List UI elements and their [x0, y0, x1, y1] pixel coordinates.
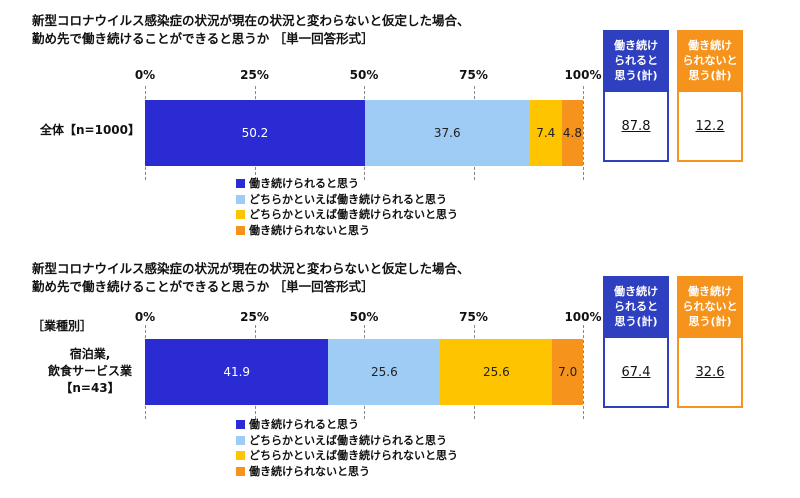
sum-positive-header-text: 働き続け られると 思う(計)	[614, 38, 658, 83]
sum-positive-value-box: 67.4	[603, 336, 669, 408]
x-tick-label: 25%	[240, 68, 269, 82]
sum-negative-value-box: 12.2	[677, 90, 743, 162]
sum-negative-header-line: られないと	[682, 299, 738, 313]
bar-segment: 4.8	[561, 100, 583, 166]
gridline	[583, 86, 584, 180]
chart-title-line: 勤め先で働き続けることができると思うか ［単一回答形式］	[32, 279, 374, 294]
legend: 働き続けられると思うどちらかといえば働き続けられると思う どちらかといえば働き続け…	[236, 176, 458, 238]
legend-swatch	[236, 225, 245, 235]
legend-swatch	[236, 179, 245, 189]
legend-label: どちらかといえば働き続けられると思う	[249, 433, 447, 447]
legend-swatch	[236, 194, 245, 204]
sum-negative-header-text: 働き続け られないと 思う(計)	[683, 38, 738, 83]
legend-item: 働き続けられると思う	[236, 417, 458, 433]
bar-segment: 41.9	[145, 339, 329, 405]
bar-segment: 50.2	[145, 100, 365, 166]
category-label: 全体【n=1000】	[40, 122, 140, 139]
bar-value-label: 50.2	[241, 126, 269, 140]
sum-negative-header-line: 働き続け	[688, 38, 732, 52]
legend-item: どちらかといえば働き続けられないと思う	[236, 448, 458, 464]
legend-item: どちらかといえば働き続けられないと思う	[236, 207, 458, 223]
group-label: ［業種別］	[32, 319, 93, 333]
sum-positive-header: 働き続け られると 思う(計)	[603, 30, 669, 90]
legend-swatch	[236, 466, 245, 476]
legend-swatch	[236, 451, 245, 461]
sum-positive-header: 働き続け られると 思う(計)	[603, 276, 669, 336]
legend-label: 働き続けられると思う	[249, 418, 359, 431]
sum-positive-value-box: 87.8	[603, 90, 669, 162]
category-label-line: 【n=43】	[60, 381, 120, 395]
category-label-line: 全体【n=1000】	[40, 123, 140, 137]
legend-item: 働き続けられないと思う	[236, 464, 458, 480]
legend: 働き続けられると思うどちらかといえば働き続けられると思う どちらかといえば働き続け…	[236, 417, 458, 479]
plot-area: 41.9 25.6 25.6 7.0	[145, 325, 584, 419]
sum-positive-header-line: 思う(計)	[614, 314, 658, 328]
legend-swatch	[236, 435, 245, 445]
legend-item: どちらかといえば働き続けられると思う	[236, 192, 458, 208]
sum-negative-value-box: 32.6	[677, 336, 743, 408]
sum-negative-header-line: られないと	[682, 53, 738, 67]
category-label-line: 飲食サービス業	[48, 364, 133, 378]
legend-item: どちらかといえば働き続けられると思う	[236, 433, 458, 449]
legend-label: 働き続けられると思う	[249, 177, 359, 190]
sum-negative-value: 12.2	[695, 118, 725, 134]
x-tick-label: 75%	[459, 310, 488, 324]
stacked-bar: 41.9 25.6 25.6 7.0	[145, 339, 583, 405]
x-tick-label: 100%	[564, 68, 602, 82]
bar-segment: 25.6	[328, 339, 441, 405]
bar-value-label: 25.6	[483, 365, 510, 379]
bar-segment: 25.6	[440, 339, 553, 405]
bar-segment: 7.4	[529, 100, 562, 166]
x-tick-label: 75%	[459, 68, 488, 82]
sum-positive-header-line: 働き続け	[614, 284, 658, 298]
legend-label: 働き続けられないと思う	[249, 464, 370, 478]
sum-positive-header-line: 働き続け	[614, 38, 658, 52]
sum-positive-header-line: られると	[614, 299, 658, 313]
x-tick-label: 0%	[134, 68, 156, 82]
legend-item: 働き続けられないと思う	[236, 223, 458, 239]
x-tick-label: 25%	[240, 310, 269, 324]
x-tick-label: 50%	[349, 310, 379, 324]
bar-segment: 7.0	[552, 339, 583, 405]
bar-segment: 37.6	[364, 100, 530, 166]
chart-title: 新型コロナウイルス感染症の状況が現在の状況と変わらないと仮定した場合、 勤め先で働…	[32, 12, 470, 48]
sum-positive-value: 67.4	[621, 364, 651, 380]
bar-value-label: 7.0	[558, 365, 578, 379]
sum-positive-value: 87.8	[621, 118, 651, 134]
legend-label: どちらかといえば働き続けられると思う	[249, 192, 447, 206]
bar-value-label: 25.6	[370, 365, 398, 379]
legend-item: 働き続けられると思う	[236, 176, 458, 192]
chart-title-line: 新型コロナウイルス感染症の状況が現在の状況と変わらないと仮定した場合、	[32, 261, 470, 276]
sum-negative-value: 32.6	[695, 364, 725, 380]
sum-positive-header-text: 働き続け られると 思う(計)	[614, 284, 658, 329]
stacked-bar: 50.2 37.6 7.4 4.8	[145, 100, 583, 166]
x-tick-label: 50%	[349, 68, 379, 82]
bar-value-label: 7.4	[536, 126, 556, 140]
sum-negative-header: 働き続け られないと 思う(計)	[677, 30, 743, 90]
sum-positive-header-line: られると	[614, 53, 658, 67]
legend-label: どちらかといえば働き続けられないと思う	[249, 449, 458, 462]
gridline	[583, 325, 584, 419]
chart-title-line: 新型コロナウイルス感染症の状況が現在の状況と変わらないと仮定した場合、	[32, 13, 470, 28]
sum-positive-header-line: 思う(計)	[614, 68, 658, 82]
x-tick-label: 0%	[134, 310, 156, 324]
bar-value-label: 4.8	[562, 126, 583, 140]
category-label: 宿泊業, 飲食サービス業 【n=43】	[48, 346, 132, 397]
legend-label: 働き続けられないと思う	[249, 223, 370, 237]
sum-negative-header-line: 思う(計)	[688, 314, 732, 328]
bar-value-label: 37.6	[433, 126, 461, 140]
chart-title-line: 勤め先で働き続けることができると思うか ［単一回答形式］	[32, 31, 374, 46]
category-label-line: 宿泊業,	[69, 347, 111, 361]
sum-negative-header-text: 働き続け られないと 思う(計)	[683, 284, 738, 329]
bar-value-label: 41.9	[223, 365, 251, 379]
plot-area: 50.2 37.6 7.4 4.8	[145, 86, 584, 180]
legend-label: どちらかといえば働き続けられないと思う	[249, 208, 458, 221]
legend-swatch	[236, 210, 245, 220]
sum-negative-header: 働き続け られないと 思う(計)	[677, 276, 743, 336]
x-tick-label: 100%	[564, 310, 602, 324]
legend-swatch	[236, 420, 245, 430]
sum-negative-header-line: 思う(計)	[688, 68, 732, 82]
sum-negative-header-line: 働き続け	[688, 284, 732, 298]
chart-title: 新型コロナウイルス感染症の状況が現在の状況と変わらないと仮定した場合、 勤め先で働…	[32, 260, 470, 296]
